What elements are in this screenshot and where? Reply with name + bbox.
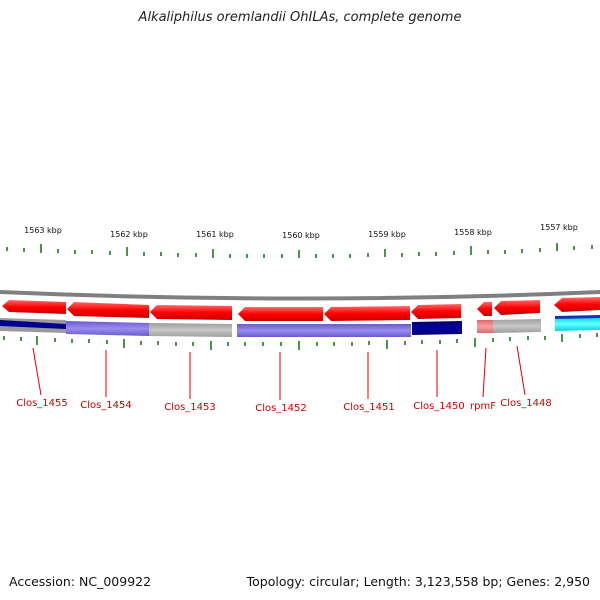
kbp-label: 1558 kbp xyxy=(454,228,492,237)
gene-label: Clos_1451 xyxy=(343,402,395,413)
band-segment xyxy=(555,315,600,319)
function-bands xyxy=(0,315,600,337)
label-leader-line xyxy=(516,345,526,396)
gene-arrow xyxy=(411,304,461,319)
gene-label: Clos_1448 xyxy=(500,398,552,409)
gene-label-lines xyxy=(32,345,526,400)
band-segment xyxy=(412,321,462,335)
kbp-label: 1557 kbp xyxy=(540,223,578,232)
gene-label: rpmF xyxy=(470,401,496,412)
lower-ticks xyxy=(3,333,598,350)
gene-label: Clos_1454 xyxy=(80,400,132,411)
band-segment xyxy=(477,320,493,333)
gene-labels: Clos_1455 Clos_1454 Clos_1453 Clos_1452 … xyxy=(16,398,552,414)
band-segment xyxy=(493,319,541,333)
label-leader-line xyxy=(32,347,42,396)
label-leader-line xyxy=(482,347,487,398)
topology-label: Topology: circular; Length: 3,123,558 bp… xyxy=(246,574,590,589)
gene-label: Clos_1455 xyxy=(16,398,68,409)
gene-label: Clos_1450 xyxy=(413,401,465,412)
gene-arrow xyxy=(494,300,540,315)
accession-label: Accession: NC_009922 xyxy=(9,574,152,589)
band-segment xyxy=(66,321,149,336)
map-title: Alkaliphilus oremlandii OhILAs, complete… xyxy=(138,10,462,25)
gene-arrow xyxy=(238,307,323,321)
kbp-label: 1563 kbp xyxy=(24,226,62,235)
gene-arrow xyxy=(324,306,410,321)
kbp-label: 1562 kbp xyxy=(110,230,148,239)
band-segment xyxy=(237,324,411,337)
gene-label: Clos_1452 xyxy=(255,403,307,414)
kbp-label: 1559 kbp xyxy=(368,230,406,239)
gene-arrow xyxy=(554,297,600,312)
upper-ticks xyxy=(6,243,593,258)
gene-arrows xyxy=(2,297,600,321)
gene-arrow xyxy=(150,305,232,320)
gene-arrow xyxy=(477,302,492,316)
genome-backbone xyxy=(0,290,600,301)
gene-label: Clos_1453 xyxy=(164,402,216,413)
gene-arrow xyxy=(67,302,149,318)
gene-arrow xyxy=(2,300,66,314)
kbp-label: 1561 kbp xyxy=(196,230,234,239)
kbp-labels: 1563 kbp 1562 kbp 1561 kbp 1560 kbp 1559… xyxy=(24,223,578,240)
kbp-label: 1560 kbp xyxy=(282,231,320,240)
band-segment xyxy=(0,320,66,329)
band-segment xyxy=(555,317,600,331)
band-segment xyxy=(149,323,232,337)
